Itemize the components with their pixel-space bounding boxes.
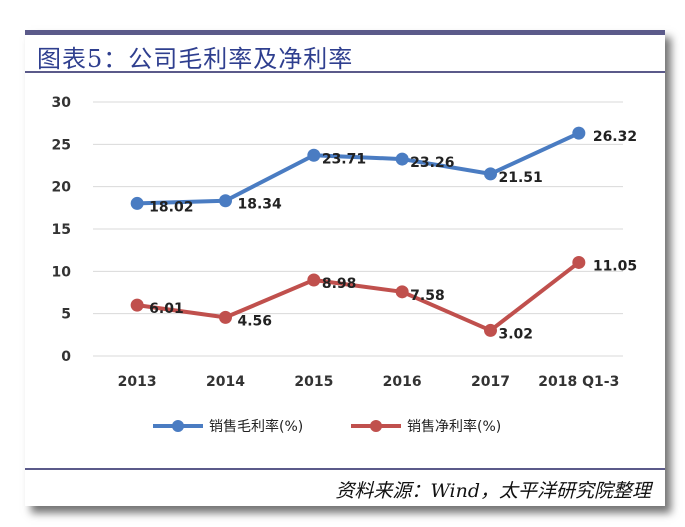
net-margin-point (395, 285, 409, 299)
gridlines (93, 101, 623, 357)
net-margin-data-label: 7.58 (410, 288, 445, 304)
net-margin-line (135, 260, 581, 333)
y-tick-label: 30 (52, 95, 72, 111)
source-note: 资料来源：Wind，太平洋研究院整理 (335, 480, 651, 502)
y-tick-label: 15 (52, 222, 71, 238)
x-tick-label: 2014 (206, 374, 245, 390)
gross-margin-data-label: 23.71 (322, 151, 366, 167)
x-tick-label: 2015 (294, 374, 333, 390)
y-axis-ticks: 0 5 10 15 20 25 30 (52, 95, 72, 365)
net-margin-point (572, 255, 586, 269)
net-margin-data-label: 6.01 (149, 301, 184, 317)
title-bottom-rule (25, 71, 665, 73)
x-axis-ticks: 2013 2014 2015 2016 2017 2018 Q1-3 (118, 374, 620, 390)
net-margin-data-label: 11.05 (593, 258, 637, 274)
net-margin-point (484, 323, 497, 337)
gross-margin-data-label: 18.02 (149, 199, 193, 215)
net-margin-point (130, 298, 144, 312)
net-margin-point (219, 310, 232, 324)
gross-margin-legend-marker (172, 420, 184, 432)
legend: 销售毛利率(%) 销售净利率(%) (153, 418, 501, 435)
y-tick-label: 0 (61, 349, 71, 365)
gross-margin-point (219, 194, 232, 208)
gross-margin-line (135, 131, 581, 206)
net-margin-data-label: 8.98 (322, 276, 357, 292)
gross-margin-point (307, 148, 321, 162)
x-tick-label: 2018 Q1-3 (538, 374, 619, 390)
x-tick-label: 2017 (471, 374, 510, 390)
y-tick-label: 5 (61, 307, 71, 323)
data-labels: 18.02 18.34 23.71 23.26 21.51 26.32 6.01 4.56 8.… (149, 129, 637, 342)
net-margin-data-label: 3.02 (499, 326, 534, 342)
y-tick-label: 20 (52, 180, 72, 196)
series-lines (130, 126, 586, 337)
gross-margin-point (572, 126, 586, 140)
gross-margin-data-label: 23.26 (410, 155, 454, 171)
net-margin-legend-marker (370, 420, 382, 432)
gross-margin-data-label: 26.32 (593, 129, 637, 145)
gross-margin-point (130, 196, 144, 210)
gross-margin-data-label: 21.51 (499, 170, 543, 186)
chart-card: 图表5：公司毛利率及净利率 0 5 10 15 20 25 30 2013 2014 2015 2… (25, 30, 665, 506)
y-tick-label: 10 (52, 264, 72, 280)
net-margin-point (307, 273, 321, 287)
gross-margin-data-label: 18.34 (238, 197, 283, 213)
gross-margin-point (395, 152, 409, 166)
x-tick-label: 2016 (383, 374, 422, 390)
chart-title: 图表5：公司毛利率及净利率 (37, 45, 354, 73)
net-margin-data-label: 4.56 (238, 313, 273, 329)
x-tick-label: 2013 (118, 374, 157, 390)
net-margin-legend-label: 销售净利率(%) (407, 418, 501, 435)
footer-rule (25, 468, 665, 470)
y-tick-label: 25 (52, 137, 71, 153)
gross-margin-legend-label: 销售毛利率(%) (209, 418, 303, 435)
line-chart: 0 5 10 15 20 25 30 2013 2014 2015 2016 2017 2018 Q1… (52, 95, 638, 435)
gross-margin-point (484, 167, 497, 181)
title-top-rule (25, 30, 665, 35)
